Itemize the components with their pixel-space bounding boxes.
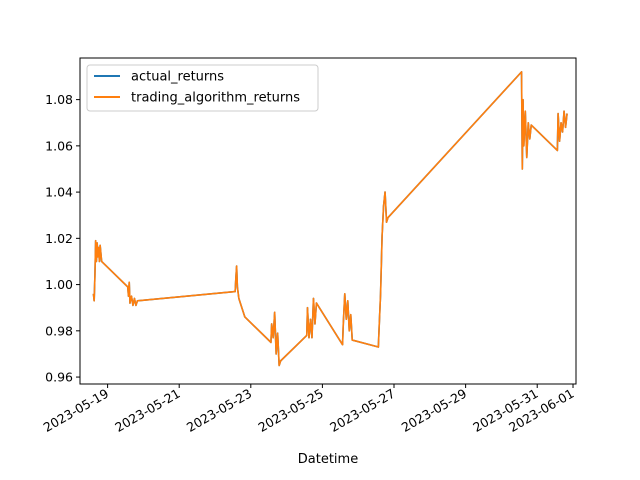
- series-line-trading-algorithm-returns: [92, 71, 568, 367]
- legend-label-trading-algorithm-returns: trading_algorithm_returns: [131, 91, 300, 106]
- y-tick-label: 1.02: [45, 231, 73, 246]
- plot-frame: [79, 57, 577, 385]
- y-tick-label: 0.98: [45, 323, 73, 338]
- legend-box: [86, 64, 319, 112]
- series-layer: [92, 71, 568, 367]
- y-tick-label: 1.04: [45, 185, 73, 200]
- y-tick-label: 1.00: [45, 277, 73, 292]
- y-tick-label: 1.06: [45, 138, 73, 153]
- y-axis: 0.96 0.98 1.00 1.02 1.04 1.06 1.08: [45, 92, 80, 385]
- legend-label-actual-returns: actual_returns: [131, 70, 224, 85]
- legend: actual_returns trading_algorithm_returns: [86, 64, 319, 112]
- x-axis-label: Datetime: [298, 452, 358, 467]
- y-tick-label: 1.08: [45, 92, 73, 107]
- plot-area: [80, 58, 576, 384]
- y-tick-label: 0.96: [45, 370, 73, 385]
